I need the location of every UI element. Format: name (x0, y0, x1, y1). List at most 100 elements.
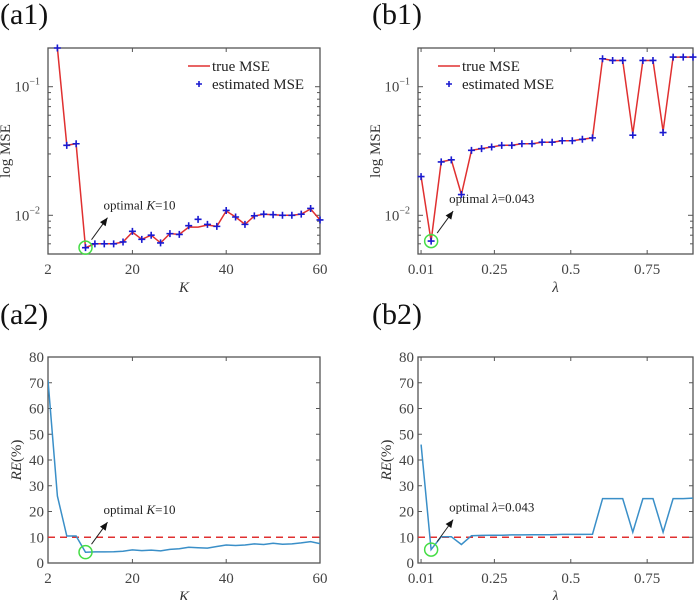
estimated-mse-point (91, 240, 99, 248)
x-axis-label: λ (551, 280, 559, 296)
estimated-mse-point (110, 240, 118, 248)
estimated-mse-point (639, 56, 647, 64)
y-tick-label: 20 (29, 505, 44, 521)
estimated-mse-point (457, 191, 465, 199)
annotation-text: optimal λ=0.043 (449, 500, 534, 515)
estimated-mse-point (175, 230, 183, 238)
x-tick-label: 0.01 (408, 571, 434, 587)
x-tick-label: 2 (44, 262, 52, 278)
estimated-mse-point (528, 140, 536, 148)
estimated-mse-point (629, 131, 637, 139)
legend: true MSE estimated MSE (188, 59, 304, 93)
annotation-arrow-head (445, 519, 454, 529)
y-tick-label: 10−2 (14, 205, 40, 224)
y-tick-label: 0 (37, 556, 45, 572)
axes-box (47, 47, 321, 255)
legend-true-mse-label: true MSE (462, 59, 520, 75)
annotation-text: optimal K=10 (104, 198, 176, 213)
x-tick-label: 0.01 (408, 262, 434, 278)
x-axis-label: λ (551, 589, 559, 600)
estimated-mse-point (427, 237, 435, 245)
estimated-mse-point (53, 44, 61, 52)
estimated-mse-point (599, 55, 607, 63)
x-tick-label: 20 (125, 262, 140, 278)
y-axis-label: RE(%) (379, 440, 395, 482)
panel-label-b1: (b1) (372, 0, 422, 31)
annotation-text: optimal K=10 (104, 502, 176, 517)
estimated-mse-point (119, 238, 127, 246)
y-tick-label: 50 (29, 427, 44, 443)
axes-box (47, 356, 321, 564)
estimated-mse-point (669, 53, 677, 61)
estimated-mse-point (63, 141, 71, 149)
chart-b2: 0.01 0.25 0.5 0.75 0 10 20 30 40 50 60 70 80 λ RE(%) op… (379, 350, 694, 600)
annotation-arrow-head (99, 217, 108, 227)
estimated-mse-point (538, 138, 546, 146)
y-tick-label: 20 (399, 505, 414, 521)
x-tick-label: 40 (219, 571, 234, 587)
axes-box (417, 47, 694, 255)
estimated-mse-point (467, 146, 475, 154)
estimated-mse-point (203, 220, 211, 228)
x-tick-label: 0.5 (561, 571, 580, 587)
legend-true-mse-label: true MSE (212, 59, 270, 75)
chart-b1: 0.01 0.25 0.5 0.75 10−1 10−2 λ log MSE optimal λ… (368, 47, 697, 296)
estimated-mse-point (297, 210, 305, 218)
panel-label-b2: (b2) (372, 298, 422, 331)
y-axis-label: RE(%) (9, 440, 25, 482)
x-axis-label: K (178, 589, 190, 600)
panel-label-a2: (a2) (0, 298, 49, 331)
estimated-mse-point (437, 158, 445, 166)
legend: true MSE estimated MSE (438, 59, 554, 93)
legend-estimated-mse-label: estimated MSE (212, 77, 304, 93)
estimated-mse-point (548, 138, 556, 146)
estimated-mse-point (288, 211, 296, 219)
y-axis-label: log MSE (368, 124, 384, 178)
optimal-circle (423, 233, 439, 249)
estimated-mse-point (128, 227, 136, 235)
estimated-mse-point (649, 56, 657, 64)
estimated-mse-point (568, 137, 576, 145)
estimated-mse-point (578, 135, 586, 143)
optimal-circle (423, 542, 439, 557)
estimated-mse-point (100, 240, 108, 248)
annotation-arrow-head (99, 522, 108, 531)
y-tick-label: 10 (399, 530, 414, 546)
optimal-circle (78, 544, 93, 560)
optimal-circle (78, 240, 93, 255)
estimated-mse-point (269, 211, 277, 219)
estimated-mse-point (316, 216, 324, 224)
x-tick-label: 0.25 (481, 571, 507, 587)
estimated-mse-point (278, 211, 286, 219)
y-tick-label: 10−1 (14, 77, 40, 96)
estimated-mse-point (213, 222, 221, 230)
estimated-mse-point (488, 143, 496, 151)
estimated-mse-point (558, 137, 566, 145)
y-tick-label: 60 (399, 402, 414, 418)
annotation-arrow-head (445, 211, 454, 220)
estimated-mse-point (659, 129, 667, 137)
y-tick-label: 80 (29, 350, 44, 366)
estimated-mse-point (241, 220, 249, 228)
true-mse-line (420, 56, 693, 242)
y-tick-label: 40 (399, 453, 414, 469)
y-tick-label: 80 (399, 350, 414, 366)
estimated-mse-point (185, 222, 193, 230)
y-tick-label: 40 (29, 453, 44, 469)
estimated-mse-point (157, 239, 165, 247)
estimated-mse-point (250, 212, 258, 220)
x-tick-label: 0.25 (481, 262, 507, 278)
estimated-mse-point (689, 53, 697, 61)
x-tick-label: 60 (313, 571, 328, 587)
estimated-mse-point (147, 231, 155, 239)
x-tick-label: 20 (125, 571, 140, 587)
estimated-mse-point (588, 134, 596, 142)
x-tick-label: 0.75 (634, 262, 660, 278)
estimated-mse-point (508, 141, 516, 149)
x-tick-label: 0.75 (634, 571, 660, 587)
estimated-mse-point (222, 206, 230, 214)
legend-estimated-mse-swatch (196, 81, 202, 87)
estimated-mse-point (447, 156, 455, 164)
estimated-mse-point (232, 213, 240, 221)
